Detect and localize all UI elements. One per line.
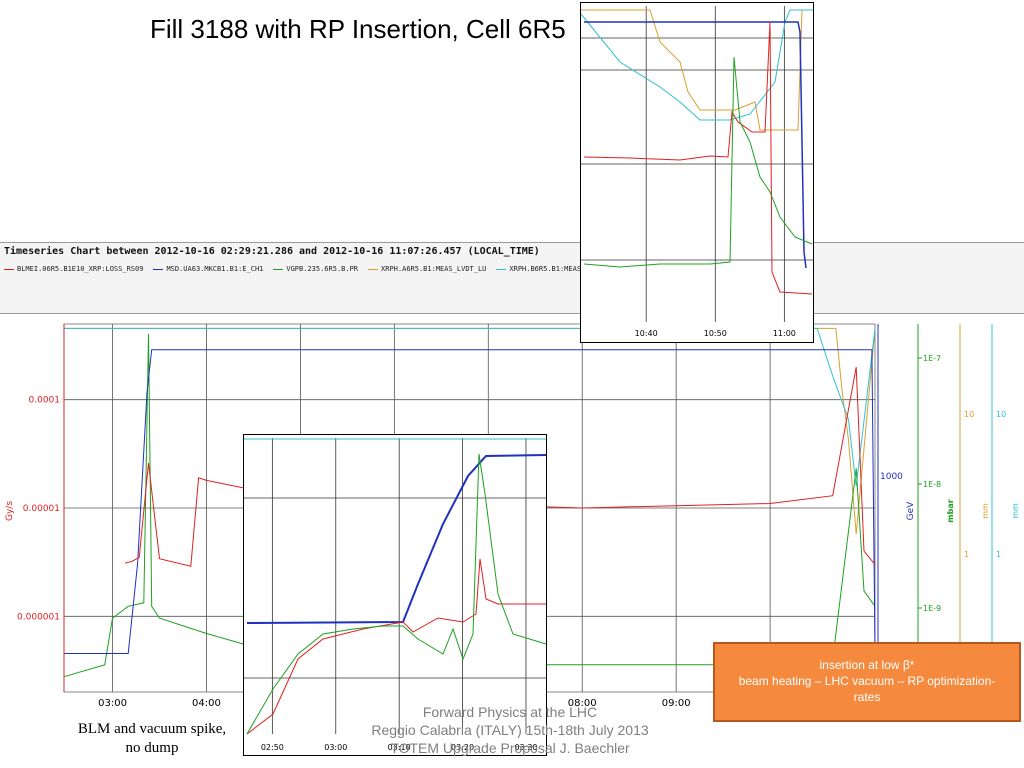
legend-label: XRPH.B6R5.B1:MEAS_LVDT_LU [509,265,615,273]
x-tick-label: 08:00 [568,698,597,709]
inset-series-vacuum [246,453,547,735]
legend-label: MSD.UA63.MKCB1.B1:E_CH1 [166,265,264,273]
footer-line-3: TOTEM Upgrade Proposal J. Baechler [390,740,630,756]
footer-line-1: Forward Physics at the LHC [422,704,598,720]
x-tick-label: 09:00 [662,698,691,709]
slide-title: Fill 3188 with RP Insertion, Cell 6R5 [150,14,566,44]
inset-series-blm [246,558,546,735]
inset-zoom-late: 10:40 10:50 11:00 [580,2,814,343]
legend-label: XRPH.A6R5.B1:MEAS_LVDT_LU [381,265,487,273]
blm-tick-label: 0.000001 [17,612,60,622]
main-axes: 03:00 04:00 08:00 09:00 0.0001 0.00001 0.00000… [5,324,1020,709]
inset-x-tick-label: 10:50 [704,329,727,338]
callout-box: insertion at low β* beam heating – LHC v… [713,642,1021,722]
legend-label: BLMEI.06R5.B1E10_XRP:LOSS_RS09 [17,265,144,273]
inset-top-frame [580,2,814,343]
inset-x-tick-label: 02:50 [261,743,284,752]
callout-line-2: beam heating – LHC vacuum – RP optimizat… [738,674,996,688]
rp-b-tick-label: 1 [996,550,1001,559]
inset-x-tick-label: 03:20 [451,743,474,752]
x-tick-label: 03:00 [98,698,127,709]
caption-line-1: BLM and vacuum spike, [77,721,227,737]
inset-series-blm [583,21,813,295]
legend-item: BLMEI.06R5.B1E10_XRP:LOSS_RS09 [4,265,143,273]
inset-zoom-early: 02:50 03:00 03:10 03:20 03:30 [243,434,547,756]
blm-axis-label: Gy/s [5,501,15,521]
caption-line-2: no dump [125,740,179,756]
legend-item: VGPB.235.6R5.B.PR [273,265,358,273]
inset-x-tick-label: 10:40 [635,329,658,338]
rp-a-axis-label: mm [981,503,990,519]
callout-line-1: insertion at low β* [819,658,915,672]
vacuum-tick-label: 1E-7 [923,354,941,363]
inset-x-tick-label: 03:00 [324,743,347,752]
rp-a-tick-label: 10 [964,410,974,419]
legend-label: VGPB.235.6R5.B.PR [286,265,359,273]
inset-series-energy [584,21,807,269]
legend-item: MSD.UA63.MKCB1.B1:E_CH1 [153,265,263,273]
legend-swatch [496,268,507,270]
timeseries-header: Timeseries Chart between 2012-10-16 02:2… [4,246,540,257]
energy-axis-label: GeV [906,501,916,521]
inset-series-rp-b [580,9,813,121]
main-grid [64,324,875,692]
callout-line-3: rates [853,690,881,704]
x-tick-label: 04:00 [192,698,221,709]
vacuum-axis-label: mbar [946,499,955,522]
legend-swatch [153,268,164,270]
vacuum-tick-label: 1E-8 [923,480,941,489]
rp-b-axis-label: mm [1011,503,1020,519]
legend-swatch [273,268,284,270]
chart-legend: BLMEI.06R5.B1E10_XRP:LOSS_RS09 MSD.UA63.M… [4,265,625,273]
legend-swatch [4,268,14,270]
legend-item: XRPH.A6R5.B1:MEAS_LVDT_LU [368,265,486,273]
timeseries-panel: Timeseries Chart between 2012-10-16 02:2… [0,242,1024,314]
inset-series-rp-a [581,9,813,131]
inset-x-tick-label: 03:30 [514,743,537,752]
legend-item: XRPH.B6R5.B1:MEAS_LVDT_LU [496,265,615,273]
caption: BLM and vacuum spike, no dump [62,720,242,758]
footer-line-2: Reggio Calabria (ITALY) 15th-18th July 2… [371,722,649,738]
vacuum-tick-label: 1E-9 [923,604,941,613]
footer: Forward Physics at the LHC Reggio Calabr… [330,703,690,757]
inset-x-tick-label: 11:00 [773,329,796,338]
blm-tick-label: 0.00001 [23,504,60,514]
inset-series-vacuum [583,56,813,268]
inset-x-tick-label: 03:10 [388,743,411,752]
blm-tick-label: 0.0001 [29,396,61,406]
energy-tick-label: 1000 [880,472,903,482]
series-energy [64,349,876,654]
rp-a-tick-label: 1 [964,550,969,559]
inset-bottom-frame [243,434,547,756]
legend-swatch [368,268,379,270]
rp-b-tick-label: 10 [996,410,1006,419]
